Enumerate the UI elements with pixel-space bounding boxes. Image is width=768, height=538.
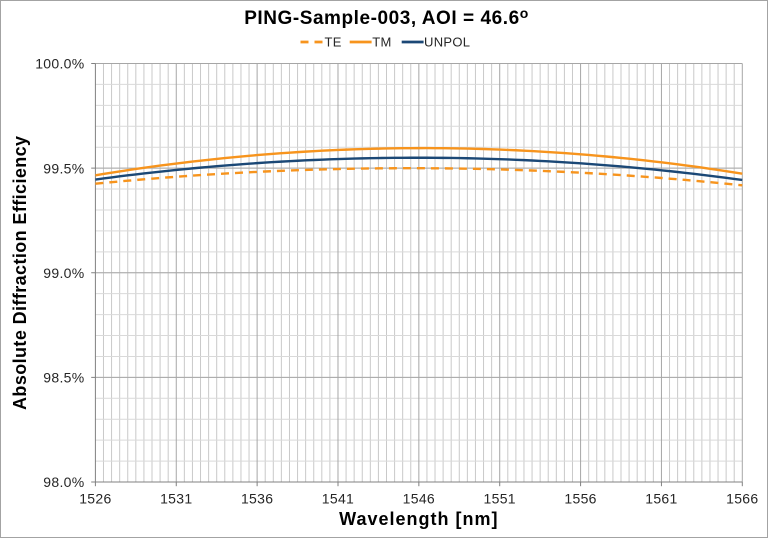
svg-text:1531: 1531 (160, 490, 192, 506)
svg-text:1566: 1566 (726, 490, 758, 506)
svg-text:TE: TE (325, 35, 342, 50)
svg-text:1551: 1551 (484, 490, 516, 506)
svg-text:1541: 1541 (322, 490, 354, 506)
svg-text:UNPOL: UNPOL (424, 35, 470, 50)
svg-text:TM: TM (372, 35, 391, 50)
svg-text:99.0%: 99.0% (43, 265, 84, 281)
svg-text:100.0%: 100.0% (35, 56, 84, 72)
svg-text:Absolute Diffraction Efficienc: Absolute Diffraction Efficiency (10, 136, 30, 410)
svg-text:98.0%: 98.0% (43, 474, 84, 490)
svg-text:98.5%: 98.5% (43, 370, 84, 386)
svg-text:1561: 1561 (645, 490, 677, 506)
svg-text:99.5%: 99.5% (43, 160, 84, 176)
svg-text:Wavelength [nm]: Wavelength [nm] (339, 509, 498, 529)
svg-text:PING-Sample-003, AOI = 46.6o: PING-Sample-003, AOI = 46.6o (244, 5, 529, 29)
svg-text:1556: 1556 (564, 490, 596, 506)
svg-text:1546: 1546 (403, 490, 435, 506)
svg-text:1526: 1526 (79, 490, 111, 506)
svg-text:1536: 1536 (241, 490, 273, 506)
